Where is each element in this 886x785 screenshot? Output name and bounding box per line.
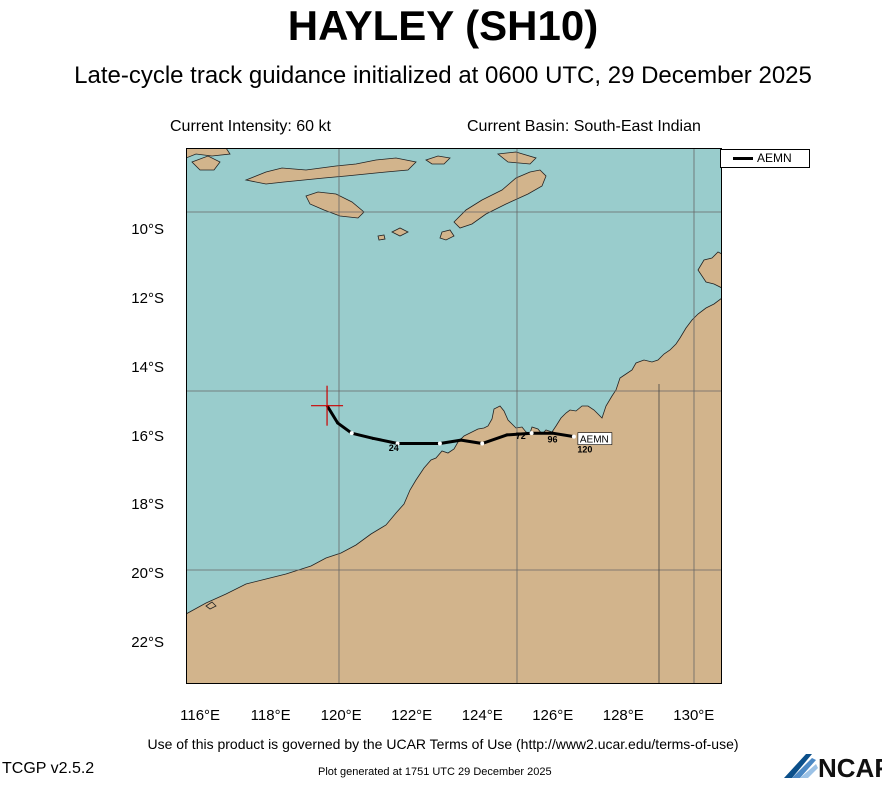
track-point: [336, 421, 340, 425]
lon-label: 126°E: [532, 707, 574, 724]
northern-landmass: [697, 251, 722, 289]
lon-label: 116°E: [180, 707, 221, 724]
ncar-logo-text: NCAR: [818, 753, 882, 780]
tiny-islet: [205, 601, 217, 610]
track-point: [349, 431, 354, 436]
flores-islands: [244, 157, 417, 185]
track-point: [417, 441, 421, 445]
current-basin: Current Basin: South-East Indian: [467, 118, 701, 135]
ncar-logo-icon: NCAR: [784, 753, 886, 783]
track-point: [571, 434, 576, 439]
map-subtitle: Late-cycle track guidance initialized at…: [74, 62, 812, 89]
sumba-island: [305, 191, 365, 219]
generated-timestamp: Plot generated at 1751 UTC 29 December 2…: [318, 766, 552, 778]
lon-label: 128°E: [602, 707, 644, 724]
lon-label: 124°E: [461, 707, 503, 724]
land-areas: [186, 148, 722, 684]
ncar-logo: NCAR: [782, 750, 886, 785]
forecast-hour-label: 24: [389, 443, 399, 453]
track-point: [529, 431, 534, 436]
map-title: HAYLEY (SH10): [287, 2, 599, 49]
terms-of-use: Use of this product is governed by the U…: [147, 736, 739, 752]
marker-layer: [311, 385, 344, 426]
lat-label: 16°S: [131, 427, 164, 445]
lon-label: 120°E: [320, 707, 362, 724]
islet: [377, 234, 386, 241]
track-point: [505, 433, 509, 437]
lon-label: 122°E: [391, 707, 433, 724]
forecast-hour-label: 120: [577, 445, 592, 455]
track-point: [459, 438, 463, 442]
track-point: [395, 441, 400, 446]
version-label: TCGP v2.5.2: [2, 760, 95, 777]
lat-label: 22°S: [131, 633, 164, 651]
sumbawa-island: [191, 155, 221, 171]
current-intensity: Current Intensity: 60 kt: [170, 118, 331, 135]
roti-island: [439, 229, 455, 241]
track-end-label-box: [577, 432, 613, 445]
legend: AEMN: [720, 149, 810, 168]
lat-label: 18°S: [131, 496, 164, 514]
legend-entry-aemn: AEMN: [757, 151, 792, 165]
australia-landmass: [186, 297, 722, 684]
alor-island: [425, 155, 451, 165]
track-end-label: AEMN: [580, 435, 609, 446]
forecast-hour-label: 72: [516, 431, 526, 441]
track-point: [371, 436, 375, 440]
map-frame: [186, 148, 722, 684]
forecast-hour-label: 96: [547, 434, 557, 444]
track-point: [480, 441, 485, 446]
lat-label: 14°S: [131, 358, 164, 376]
lat-label: 20°S: [131, 565, 164, 583]
lon-label: 118°E: [250, 707, 291, 724]
northwest-island: [186, 148, 231, 159]
track-point: [551, 431, 555, 435]
lat-label: 12°S: [131, 290, 164, 308]
track-point: [437, 441, 442, 446]
lat-label: 10°S: [131, 221, 164, 239]
savu-island: [391, 227, 409, 237]
timor-island: [453, 169, 547, 229]
legend-line-sample: [733, 157, 753, 161]
graticule: [186, 148, 722, 684]
lon-label: 130°E: [673, 707, 715, 724]
